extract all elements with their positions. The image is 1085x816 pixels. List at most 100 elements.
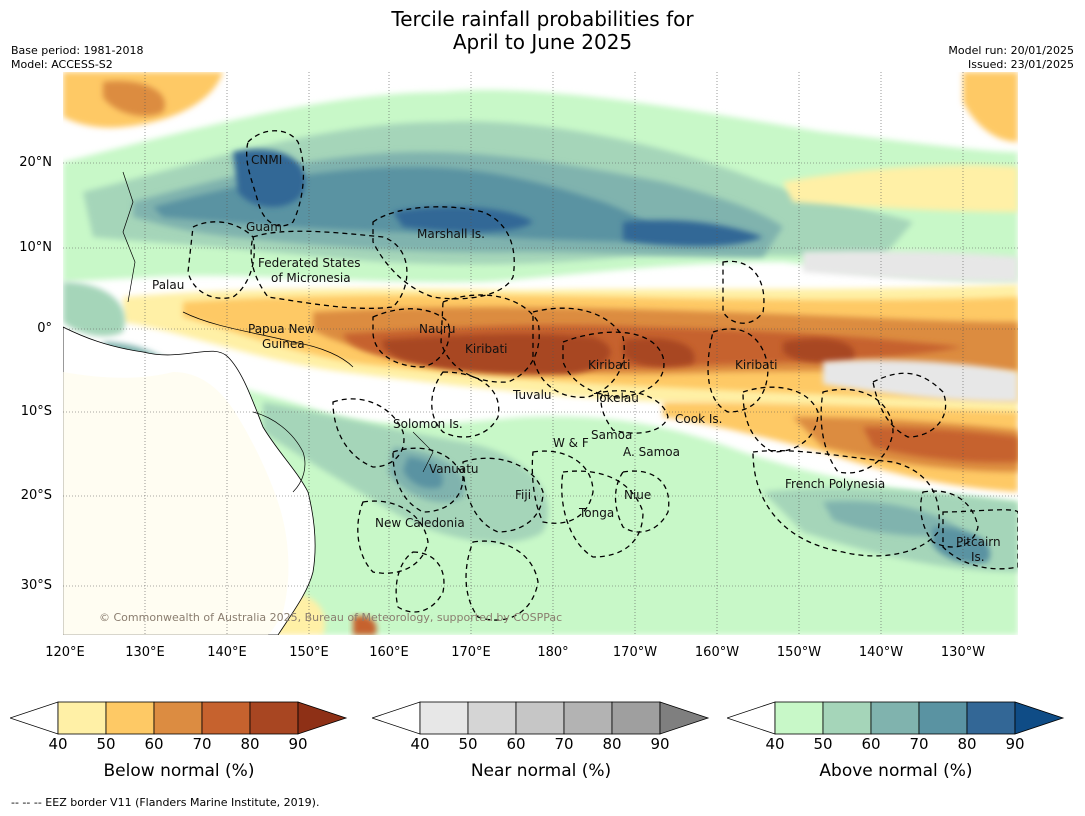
colorbar-below [8,700,350,740]
title-line-2: April to June 2025 [452,30,633,54]
colorbar-near-label: Near normal (%) [470,761,612,781]
colorbar-tick-label: 60 [861,735,881,753]
colorbar-tick-label: 40 [765,735,785,753]
colorbar-segment [153,701,203,735]
colorbar-tick-label: 60 [144,735,164,753]
colorbar-segment [870,701,920,735]
land-outline [63,171,434,635]
colorbar-tick-label: 70 [909,735,929,753]
lon-label-130e: 130°E [125,645,165,660]
place-labels: CNMI Guam Marshall Is. Federated States … [99,153,1001,624]
colorbar-above [725,700,1067,740]
colorbar-tick-label: 90 [288,735,308,753]
lon-label-160w: 160°W [694,645,740,660]
eez-footnote: -- -- -- EEZ border V11 (Flanders Marine… [11,796,320,809]
label-vanuatu: Vanuatu [429,462,479,476]
lat-label-0: 0° [37,321,52,336]
lon-label-170e: 170°E [451,645,491,660]
rainfall-map: CNMI Guam Marshall Is. Federated States … [63,72,1018,635]
label-png-1: Papua New [248,322,315,336]
label-tokelau: Tokelau [593,391,639,405]
lon-label-150w: 150°W [776,645,822,660]
colorbar-segment [105,701,155,735]
label-niue: Niue [624,488,651,502]
colorbar-segment [611,701,661,735]
colorbar-segment [563,701,613,735]
label-fsm-1: Federated States [258,256,360,270]
label-samoa: Samoa [591,428,632,442]
colorbar-segment [966,701,1016,735]
colorbar-above-graphic [725,701,1065,735]
model-name: Model: ACCESS-S2 [11,58,113,71]
colorbar-segment [918,701,968,735]
label-kiribati-central: Kiribati [588,358,630,372]
colorbar-tick-label: 50 [96,735,116,753]
colorbar-segment [515,701,565,735]
colorbar-segment [57,701,107,735]
label-american-samoa: A. Samoa [623,445,680,459]
colorbar-tick-label: 70 [192,735,212,753]
colorbar-segment [249,701,299,735]
colorbar-over-triangle [1014,701,1065,735]
label-cook: Cook Is. [675,412,722,426]
lon-label-140w: 140°W [858,645,904,660]
meta-left: Base period: 1981-2018 Model: ACCESS-S2 [11,44,143,72]
base-period: Base period: 1981-2018 [11,44,144,57]
label-kiribati-east: Kiribati [735,358,777,372]
colorbar-tick-label: 40 [48,735,68,753]
map-canvas: CNMI Guam Marshall Is. Federated States … [63,72,1018,635]
label-guam: Guam [246,220,282,234]
colorbar-segment [419,701,469,735]
title-line-1: Tercile rainfall probabilities for [391,7,694,31]
colorbar-below-label: Below normal (%) [103,761,255,781]
label-fsm-2: of Micronesia [271,271,351,285]
lon-label-160e: 160°E [369,645,409,660]
lat-label-10n: 10°N [19,240,52,255]
copyright-notice: © Commonwealth of Australia 2025, Bureau… [99,611,562,624]
lat-label-20n: 20°N [19,155,52,170]
lon-label-170w: 170°W [612,645,658,660]
colorbar-tick-label: 80 [240,735,260,753]
lat-label-20s: 20°S [20,488,52,503]
lon-label-140e: 140°E [207,645,247,660]
label-nauru: Nauru [419,322,455,336]
colorbar-segment [201,701,251,735]
label-wallis-futuna: W & F [553,436,589,450]
label-pitcairn-2: Is. [971,550,985,564]
lat-label-30s: 30°S [20,578,52,593]
lat-label-10s: 10°S [20,404,52,419]
graticule [63,72,1018,635]
colorbar-tick-label: 50 [458,735,478,753]
label-tonga: Tonga [578,506,614,520]
colorbar-tick-label: 60 [506,735,526,753]
label-cnmi: CNMI [251,153,282,167]
colorbar-segment [822,701,872,735]
label-pitcairn-1: Pitcairn [956,535,1001,549]
colorbar-tick-label: 90 [650,735,670,753]
colorbar-under-triangle [370,701,421,735]
label-tuvalu: Tuvalu [512,388,552,402]
colorbar-near-graphic [370,701,710,735]
map-title: Tercile rainfall probabilities for April… [0,8,1085,54]
colorbar-tick-label: 90 [1005,735,1025,753]
colorbar-over-triangle [297,701,348,735]
colorbar-above-label: Above normal (%) [819,761,973,781]
colorbar-tick-label: 70 [554,735,574,753]
label-png-2: Guinea [262,337,305,351]
colorbar-tick-label: 80 [957,735,977,753]
colorbar-near [370,700,712,740]
colorbar-segment [467,701,517,735]
label-new-caledonia: New Caledonia [375,516,465,530]
issued-date: Issued: 23/01/2025 [967,58,1074,71]
colorbar-tick-label: 50 [813,735,833,753]
label-solomon: Solomon Is. [393,417,463,431]
label-kiribati-west: Kiribati [465,342,507,356]
lon-label-150e: 150°E [289,645,329,660]
colorbar-under-triangle [8,701,59,735]
label-marshall: Marshall Is. [417,227,485,241]
eez-borders [187,130,1018,621]
colorbar-tick-label: 80 [602,735,622,753]
probability-field [63,72,1018,635]
colorbar-under-triangle [725,701,776,735]
colorbar-over-triangle [659,701,710,735]
